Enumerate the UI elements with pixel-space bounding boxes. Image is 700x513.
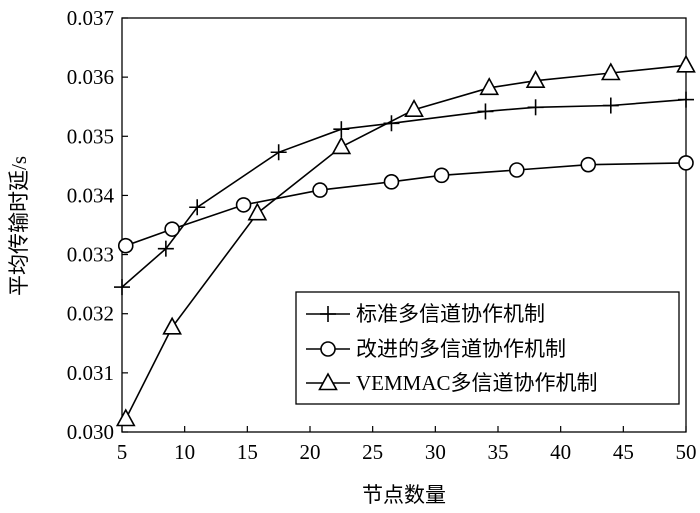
plot-border [121, 17, 687, 433]
data-point [270, 144, 287, 161]
data-point [189, 199, 206, 216]
data-point [508, 162, 525, 178]
data-point [676, 54, 696, 73]
data-point [477, 103, 494, 120]
data-point [115, 408, 136, 427]
x-tick-label: 45 [613, 440, 634, 464]
x-tick-label: 15 [237, 440, 258, 464]
y-tick-label: 0.030 [67, 420, 114, 444]
data-point [247, 202, 268, 221]
legend-marker [320, 341, 336, 357]
series-line [121, 98, 687, 288]
data-point [602, 97, 619, 114]
y-tick-label: 0.036 [67, 65, 114, 89]
y-tick-label: 0.033 [67, 243, 114, 267]
data-point [600, 62, 621, 81]
series-1 [114, 91, 694, 296]
data-point [383, 174, 400, 190]
data-point [433, 167, 450, 184]
x-tick-label: 30 [425, 440, 446, 464]
legend-box [295, 291, 680, 405]
y-tick-label: 0.032 [67, 302, 114, 326]
legend-marker [318, 372, 338, 391]
data-point [404, 99, 424, 117]
data-point [479, 77, 500, 96]
legend-label: 标准多信道协作机制 [356, 302, 545, 326]
data-point [580, 156, 597, 173]
legend-label: 改进的多信道协作机制 [356, 337, 566, 361]
data-point [678, 91, 694, 108]
y-tick-label: 0.031 [67, 361, 114, 385]
data-point [525, 70, 546, 88]
plot-frame [121, 17, 687, 433]
legend-entry: 改进的多信道协作机制 [306, 337, 566, 361]
x-axis-ticks: 5 10 15 20 25 30 35 40 45 50 [117, 426, 697, 464]
x-tick-label: 20 [300, 440, 321, 464]
x-tick-label: 10 [174, 440, 195, 464]
series-layer [114, 54, 696, 427]
y-tick-label: 0.037 [67, 6, 114, 30]
x-tick-label: 25 [362, 440, 383, 464]
series-line [125, 162, 687, 247]
data-point [331, 136, 352, 155]
series-3 [115, 54, 696, 427]
legend-entry: 标准多信道协作机制 [306, 302, 545, 326]
y-tick-label: 0.034 [67, 183, 115, 207]
data-point [312, 182, 328, 198]
data-point [157, 240, 174, 257]
data-point [333, 121, 350, 138]
legend-marker [320, 306, 336, 322]
x-tick-label: 50 [676, 440, 697, 464]
x-axis-label: 节点数量 [362, 483, 446, 507]
x-tick-label: 5 [117, 440, 128, 464]
legend-label: VEMMAC多信道协作机制 [356, 371, 598, 395]
y-axis-label: 平均传输时延/s [7, 156, 31, 296]
data-point [527, 99, 544, 116]
data-point [235, 197, 252, 213]
legend-entry: VEMMAC多信道协作机制 [306, 371, 598, 395]
data-point [164, 221, 180, 237]
x-tick-label: 40 [550, 440, 571, 464]
y-tick-label: 0.035 [67, 124, 114, 148]
data-point [117, 237, 134, 254]
series-2 [117, 155, 694, 254]
y-axis-ticks: 0.030 0.031 0.032 0.033 0.034 0.035 0.036 0.037 [67, 6, 128, 444]
x-tick-label: 35 [488, 440, 509, 464]
data-point [678, 155, 694, 171]
data-point [162, 316, 182, 335]
data-point [114, 279, 130, 296]
